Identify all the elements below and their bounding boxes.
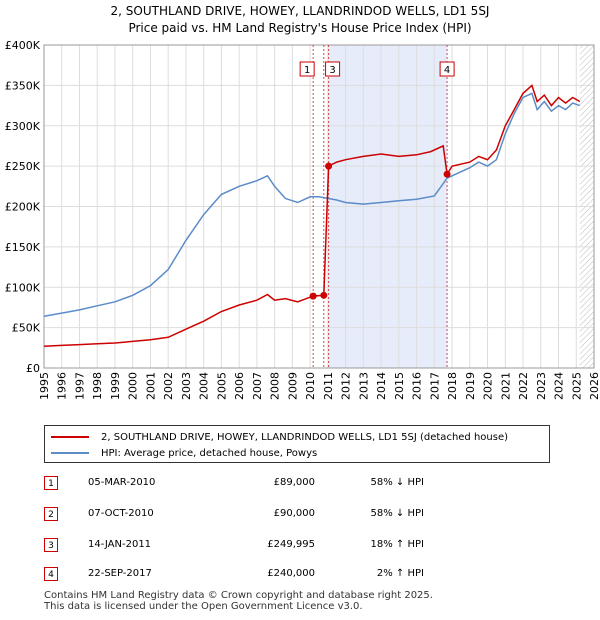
series-line	[43, 92, 581, 318]
x-tick-label: 2013	[357, 372, 370, 400]
transaction-hpi-diff: 2% ↑ HPI	[376, 568, 424, 579]
sale-label: 1	[304, 65, 310, 76]
sale-point	[443, 170, 451, 178]
x-tick-label: 2024	[553, 372, 566, 400]
x-tick-label: 2006	[233, 372, 246, 400]
legend-label-blue: HPI: Average price, detached house, Powy…	[101, 447, 318, 459]
x-tick-label: 2023	[535, 372, 548, 400]
x-tick-label: 2000	[127, 372, 140, 400]
x-tick-label: 2021	[499, 372, 512, 400]
transaction-hpi-diff: 18% ↑ HPI	[370, 539, 424, 550]
chart-title-line-1: 2, SOUTHLAND DRIVE, HOWEY, LLANDRINDOD W…	[110, 4, 490, 18]
x-tick-label: 2015	[393, 372, 406, 400]
transaction-row: 4 22-SEP-2017 £240,000 2% ↑ HPI	[44, 567, 564, 585]
transaction-hpi-diff: 58% ↓ HPI	[370, 508, 424, 519]
chart-title-line-2: Price paid vs. HM Land Registry's House …	[128, 21, 472, 35]
legend-swatch-red	[51, 436, 89, 438]
transaction-price: £240,000	[267, 568, 315, 579]
transaction-row: 1 05-MAR-2010 £89,000 58% ↓ HPI	[44, 476, 564, 494]
series-line	[43, 84, 581, 347]
x-tick-label: 1997	[73, 372, 86, 400]
transaction-price: £90,000	[273, 508, 315, 519]
x-tick-label: 1996	[56, 372, 69, 400]
x-tick-label: 2026	[588, 372, 600, 400]
x-tick-label: 2014	[375, 372, 388, 400]
x-tick-label: 2003	[180, 372, 193, 400]
transaction-number: 2	[44, 507, 58, 521]
x-tick-label: 1998	[91, 372, 104, 400]
sale-label-box	[325, 61, 341, 77]
transaction-hpi-diff: 58% ↓ HPI	[370, 477, 424, 488]
x-tick-label: 2017	[428, 372, 441, 400]
transaction-date: 14-JAN-2011	[88, 539, 152, 550]
sale-label: 4	[444, 65, 450, 76]
x-tick-label: 2025	[570, 372, 583, 400]
price-chart: £0 £50K £100K £150K £200K £250K £300K £350K £400…	[5, 39, 600, 400]
x-tick-label: 2012	[340, 372, 353, 400]
x-tick-label: 1995	[38, 372, 51, 400]
x-tick-label: 2018	[446, 372, 459, 400]
transaction-row: 2 07-OCT-2010 £90,000 58% ↓ HPI	[44, 507, 564, 525]
x-tick-label: 2016	[411, 372, 424, 400]
transaction-date: 22-SEP-2017	[88, 568, 152, 579]
x-tick-label: 2008	[269, 372, 282, 400]
footer-licence: This data is licensed under the Open Gov…	[44, 601, 363, 612]
x-tick-label: 2001	[144, 372, 157, 400]
y-tick-label: £100K	[5, 281, 41, 294]
transaction-number: 4	[44, 567, 58, 581]
x-tick-label: 2002	[162, 372, 175, 400]
transaction-number: 3	[44, 538, 58, 552]
x-tick-label: 2019	[464, 372, 477, 400]
footer-copyright: Contains HM Land Registry data © Crown c…	[44, 590, 433, 601]
transaction-number: 1	[44, 476, 58, 490]
x-tick-label: 2022	[517, 372, 530, 400]
legend-item-red: 2, SOUTHLAND DRIVE, HOWEY, LLANDRINDOD W…	[51, 429, 508, 445]
transaction-date: 07-OCT-2010	[88, 508, 154, 519]
x-tick-label: 2005	[215, 372, 228, 400]
sale-point	[309, 292, 317, 300]
x-tick-label: 2009	[286, 372, 299, 400]
sale-label-box	[299, 61, 315, 77]
y-tick-label: £350K	[5, 79, 41, 92]
sale-point	[320, 291, 328, 299]
y-tick-label: £200K	[5, 201, 41, 214]
transaction-price: £89,000	[273, 477, 315, 488]
y-tick-label: £50K	[12, 322, 41, 335]
legend-label-red: 2, SOUTHLAND DRIVE, HOWEY, LLANDRINDOD W…	[101, 431, 509, 443]
y-tick-label: £300K	[5, 120, 41, 133]
sale-label: 3	[329, 65, 335, 76]
transaction-date: 05-MAR-2010	[88, 477, 156, 488]
x-tick-label: 2020	[482, 372, 495, 400]
x-tick-label: 2007	[251, 372, 264, 400]
y-tick-label: £400K	[5, 39, 41, 52]
sale-label-box	[439, 61, 455, 77]
y-tick-label: £0	[26, 362, 40, 375]
sale-point	[325, 162, 333, 170]
y-tick-label: £150K	[5, 241, 41, 254]
transaction-price: £249,995	[267, 539, 315, 550]
legend-item-blue: HPI: Average price, detached house, Powy…	[51, 445, 317, 461]
plot-frame	[43, 44, 595, 369]
x-tick-label: 1999	[109, 372, 122, 400]
x-tick-label: 2010	[304, 372, 317, 400]
legend-swatch-blue	[51, 452, 89, 454]
x-tick-label: 2011	[322, 372, 335, 400]
x-tick-label: 2004	[198, 372, 211, 400]
chart-legend: 2, SOUTHLAND DRIVE, HOWEY, LLANDRINDOD W…	[44, 425, 550, 463]
y-tick-label: £250K	[5, 160, 41, 173]
transaction-row: 3 14-JAN-2011 £249,995 18% ↑ HPI	[44, 538, 564, 556]
